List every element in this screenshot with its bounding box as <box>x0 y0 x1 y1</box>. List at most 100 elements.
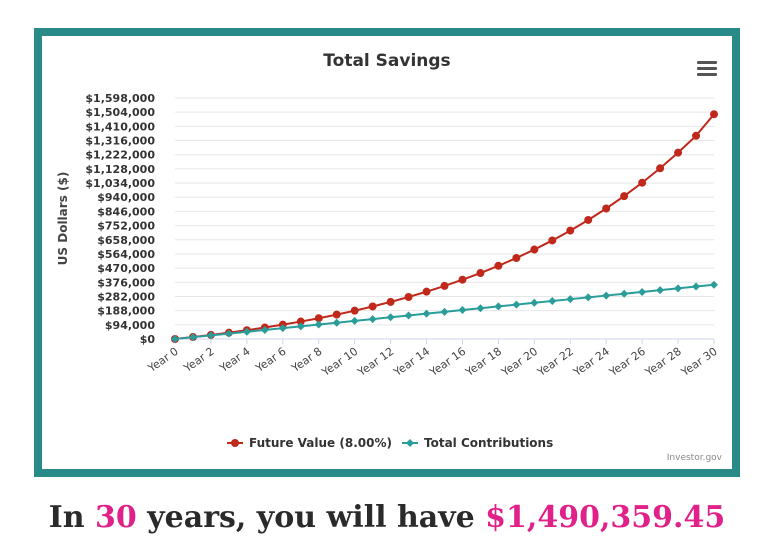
data-point-future-value <box>674 148 683 157</box>
y-tick-label: $1,128,000 <box>85 163 155 176</box>
x-tick-label: Year 12 <box>355 345 397 380</box>
data-point-future-value <box>314 314 323 323</box>
data-point-total-contributions <box>638 287 647 296</box>
legend-marker <box>406 439 414 447</box>
data-point-total-contributions <box>692 282 701 291</box>
x-tick-label: Year 22 <box>534 345 576 380</box>
x-tick-label: Year 20 <box>498 345 540 380</box>
data-point-total-contributions <box>224 329 233 338</box>
data-point-future-value <box>710 110 718 119</box>
x-tick-label: Year 24 <box>570 345 612 380</box>
data-point-total-contributions <box>260 325 269 334</box>
y-axis-title: US Dollars ($) <box>56 172 70 266</box>
series-line-future-value <box>174 113 715 340</box>
total-savings-chart: Total Savings $0$94,000$188,000 $282,000$3… <box>56 51 720 450</box>
y-tick-label: $1,034,000 <box>85 177 155 190</box>
x-tick-label: Year 28 <box>642 345 684 380</box>
data-point-future-value <box>530 245 539 254</box>
data-point-total-contributions <box>566 295 575 304</box>
x-tick-label: Year 18 <box>462 345 504 380</box>
data-point-total-contributions <box>674 284 683 293</box>
y-tick-label: $940,000 <box>97 191 155 204</box>
data-point-total-contributions <box>476 304 485 313</box>
data-point-total-contributions <box>548 296 557 305</box>
data-point-total-contributions <box>386 313 395 322</box>
summary-amount: $1,490,359.45 <box>485 500 726 535</box>
x-tick-label: Year 14 <box>391 345 433 380</box>
x-tick-label: Year 30 <box>678 345 720 380</box>
data-point-total-contributions <box>440 307 449 316</box>
data-point-total-contributions <box>278 324 287 333</box>
data-point-future-value <box>620 192 629 201</box>
legend-marker <box>231 439 239 447</box>
x-tick-label: Year 10 <box>319 345 361 380</box>
y-tick-label: $0 <box>140 333 156 346</box>
summary-prefix: In <box>48 500 96 535</box>
data-point-future-value <box>296 317 305 326</box>
x-tick-label: Year 8 <box>288 345 324 376</box>
x-tick-label: Year 6 <box>253 345 289 376</box>
x-tick-label: Year 0 <box>145 345 181 376</box>
data-point-total-contributions <box>620 289 629 298</box>
data-point-total-contributions <box>171 335 179 343</box>
data-point-total-contributions <box>206 331 215 340</box>
data-point-total-contributions <box>188 333 197 342</box>
chart-title: Total Savings <box>323 51 450 71</box>
y-tick-label: $1,410,000 <box>85 120 155 133</box>
y-tick-label: $376,000 <box>97 276 155 289</box>
y-tick-label: $188,000 <box>97 305 155 318</box>
data-point-future-value <box>656 164 665 173</box>
data-point-future-value <box>548 236 557 245</box>
data-point-total-contributions <box>602 291 611 300</box>
data-point-future-value <box>404 292 413 301</box>
data-point-total-contributions <box>404 311 413 320</box>
savings-summary: In 30 years, you will have $1,490,359.45 <box>0 500 774 535</box>
data-point-total-contributions <box>422 309 431 318</box>
chart-panel: Total Savings $0 $94,000 $188,000 $282,000 $3… <box>42 36 732 469</box>
data-point-total-contributions <box>314 320 323 329</box>
data-point-future-value <box>566 226 575 235</box>
x-tick-label: Year 2 <box>181 345 217 376</box>
summary-years: 30 <box>95 500 137 535</box>
data-point-future-value <box>512 253 521 262</box>
x-tick-label: Year 4 <box>217 345 253 376</box>
data-point-future-value <box>692 131 701 140</box>
y-tick-label: $658,000 <box>97 234 155 247</box>
data-point-total-contributions <box>296 322 305 331</box>
y-tick-label: $282,000 <box>97 290 155 303</box>
x-tick-label: Year 26 <box>606 345 648 380</box>
data-point-total-contributions <box>530 298 539 307</box>
data-point-future-value <box>386 297 395 306</box>
y-tick-label: $1,598,000 <box>85 92 155 105</box>
y-tick-label: $94,000 <box>105 319 155 332</box>
y-tick-label: $846,000 <box>97 205 155 218</box>
data-point-future-value <box>422 287 431 296</box>
data-point-total-contributions <box>332 318 341 327</box>
data-point-total-contributions <box>458 306 467 315</box>
credit-link[interactable]: Investor.gov <box>666 453 722 463</box>
data-point-total-contributions <box>494 302 503 311</box>
legend-label: Total Contributions <box>424 436 553 450</box>
data-point-future-value <box>440 281 449 290</box>
hamburger-menu-icon[interactable] <box>697 61 717 77</box>
data-point-future-value <box>350 306 359 315</box>
y-tick-label: $1,504,000 <box>85 106 155 119</box>
data-point-future-value <box>584 215 593 224</box>
data-point-total-contributions <box>368 315 377 324</box>
y-tick-label: $1,316,000 <box>85 135 155 148</box>
chart-frame: Total Savings $0 $94,000 $188,000 $282,000 $3… <box>34 28 740 477</box>
data-point-total-contributions <box>656 286 665 295</box>
data-point-total-contributions <box>512 300 521 309</box>
legend-label: Future Value (8.00%) <box>249 436 392 450</box>
data-point-future-value <box>494 261 503 270</box>
y-tick-label: $752,000 <box>97 220 155 233</box>
y-tick-label: $1,222,000 <box>85 149 155 162</box>
data-point-total-contributions <box>584 293 593 302</box>
data-point-future-value <box>602 204 611 213</box>
x-tick-label: Year 16 <box>426 345 468 380</box>
y-tick-label: $564,000 <box>97 248 155 261</box>
data-point-future-value <box>638 178 647 187</box>
summary-middle: years, you will have <box>136 500 486 535</box>
data-point-total-contributions <box>350 316 359 325</box>
y-tick-label: $470,000 <box>97 262 155 275</box>
